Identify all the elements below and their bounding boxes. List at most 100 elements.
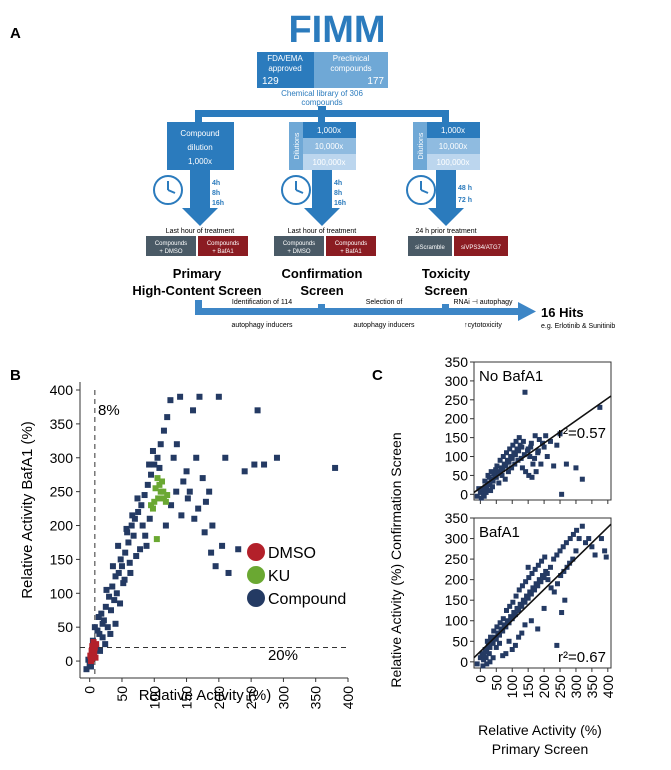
b-y-tick-label: 0: [65, 653, 73, 669]
c-point: [494, 463, 500, 469]
c-y-tick-label: 150: [445, 592, 469, 608]
b-point-compound: [193, 454, 200, 461]
b-x-tick-label: 100: [146, 686, 162, 710]
b-point-compound: [215, 393, 222, 400]
compound-dilution-2: dilution: [187, 143, 212, 152]
tox-dilution-3: 100,000x: [437, 158, 470, 167]
b-x-tick-label: 50: [114, 686, 130, 702]
c-y-tick-label: 250: [445, 392, 469, 408]
c-x-tick-label: 100: [504, 675, 520, 699]
toxicity-branch: Dilutions 1,000x 10,000x 100,000x 48 h 7…: [406, 122, 480, 226]
c-point: [538, 461, 544, 467]
c-point: [482, 478, 488, 484]
c-r2-label: r²=0.67: [558, 649, 606, 666]
c-point: [573, 465, 579, 471]
tox-dilution-1: 1,000x: [441, 126, 465, 135]
primary-screen-title-2: High-Content Screen: [132, 283, 261, 298]
c-point: [603, 554, 609, 560]
b-point-compound: [191, 515, 198, 522]
dilutions-side-label-box: [413, 122, 427, 170]
c-y-tick-label: 300: [445, 531, 469, 547]
c-point: [506, 459, 512, 465]
primary-time-2: 8h: [212, 190, 220, 197]
panel-c-xlabel-1: Relative Activity (%): [478, 722, 602, 738]
c-point: [484, 649, 490, 655]
c-point: [493, 636, 499, 642]
c-point: [535, 448, 541, 454]
b-y-tick-label: 200: [50, 518, 74, 534]
b-point-compound: [100, 617, 107, 624]
c-point: [484, 661, 490, 667]
b-point-compound: [160, 427, 167, 434]
b-x-tick-label: 250: [243, 686, 259, 710]
c-point: [485, 472, 491, 478]
c-point: [500, 467, 506, 473]
pipeline-step3-bottom: ↑cytotoxicity: [464, 322, 502, 329]
fda-label-1: FDA/EMA: [267, 54, 303, 63]
b-point-compound: [156, 464, 163, 471]
pipeline-step2-bottom: autophagy inducers: [353, 322, 415, 329]
panel-b-legend: DMSO KU Compound: [247, 543, 346, 608]
c-point: [490, 640, 496, 646]
b-point-compound: [102, 641, 109, 648]
b-point-compound: [87, 663, 94, 670]
b-point-dmso: [92, 654, 99, 661]
tox-dilution-row-3: [427, 154, 480, 170]
c-fit-line: [473, 523, 612, 659]
b-point-ku: [152, 485, 159, 492]
b-point-compound: [201, 529, 208, 536]
b-point-compound: [107, 607, 114, 614]
c-point: [525, 564, 531, 570]
b-point-compound: [225, 569, 232, 576]
tox-dilution-2: 10,000x: [439, 142, 467, 151]
b-point-compound: [112, 620, 119, 627]
c-point: [567, 536, 573, 542]
c-point: [554, 442, 560, 448]
c-point: [535, 562, 541, 568]
b-point-compound: [170, 454, 177, 461]
c-point: [547, 438, 553, 444]
b-point-compound: [122, 549, 129, 556]
b-point-compound: [106, 593, 113, 600]
c-point: [573, 548, 579, 554]
c-point: [530, 461, 536, 467]
c-point: [516, 634, 522, 640]
b-point-compound: [96, 630, 103, 637]
panel-b-axes: 0 50 100 150 200 250 300 350 400 0 50 100 150 200 250 3…: [50, 382, 356, 709]
c-point: [496, 640, 502, 646]
c-y-tick-label: 150: [445, 430, 469, 446]
b-point-compound: [126, 559, 133, 566]
c-point: [483, 489, 489, 495]
panel-b-xlabel: Relative Activity (%): [139, 687, 272, 704]
clock-icon: [281, 175, 311, 205]
b-point-ku: [149, 505, 156, 512]
c-point: [586, 536, 592, 542]
c-point: [510, 599, 516, 605]
c-point: [497, 620, 503, 626]
c-point: [554, 581, 560, 587]
c-point: [500, 628, 506, 634]
c-y-tick-label: 200: [445, 572, 469, 588]
b-point-compound: [133, 553, 140, 560]
b-point-compound: [102, 603, 109, 610]
tox-time-2: 72 h: [458, 197, 472, 204]
c-point: [544, 454, 550, 460]
c-plot-frame: [473, 517, 612, 669]
b-point-compound: [167, 397, 174, 404]
b-point-compound: [115, 569, 122, 576]
c-point: [500, 616, 506, 622]
hits-count: 16 Hits: [541, 305, 584, 320]
b-point-compound: [195, 505, 202, 512]
b-point-compound: [222, 454, 229, 461]
c-point: [513, 438, 519, 444]
confirmation-branch: Dilutions 1,000x 10,000x 100,000x 4h 8h …: [281, 122, 356, 226]
b-legend-marker: [247, 566, 265, 584]
toxicity-down-arrow: [428, 170, 464, 226]
c-point: [522, 622, 528, 628]
b-point-compound: [157, 441, 164, 448]
b-point-ku: [159, 478, 166, 485]
c-y-tick-label: 100: [445, 449, 469, 465]
primary-treatment-boxes: Compounds + DMSO Compounds + BafA1: [146, 236, 248, 256]
b-point-dmso: [93, 641, 100, 648]
